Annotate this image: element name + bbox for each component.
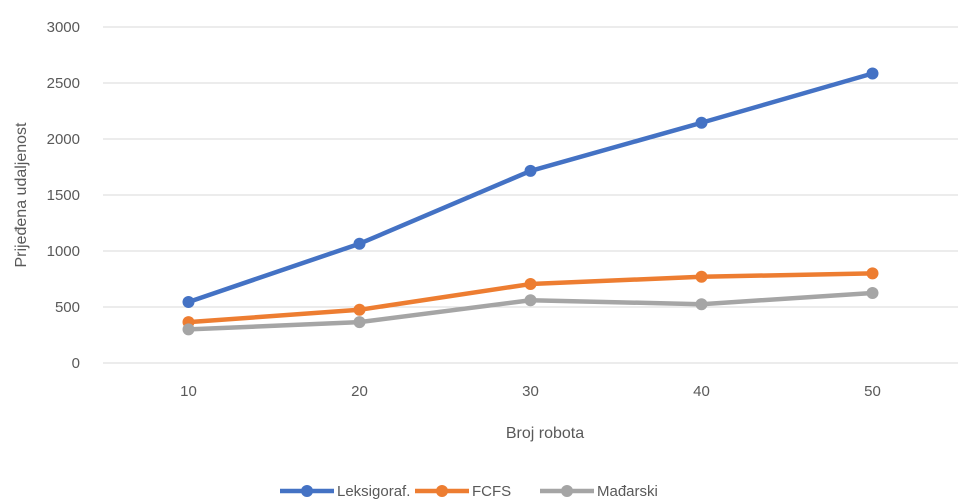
- legend-item: Mađarski: [540, 483, 658, 500]
- x-tick-labels: 10 20 30 40 50: [180, 383, 881, 400]
- legend-item: FCFS: [415, 483, 511, 500]
- y-tick-labels: 0 500 1000 1500 2000 2500 3000: [47, 19, 80, 372]
- series-group: [182, 67, 879, 336]
- y-tick-label: 1000: [47, 243, 80, 260]
- data-point: [866, 287, 879, 299]
- series-2: [182, 267, 879, 329]
- y-tick-label: 0: [72, 355, 80, 372]
- legend-point-marker: [561, 485, 573, 497]
- data-point: [353, 237, 366, 250]
- x-tick-label: 20: [351, 383, 368, 400]
- data-point: [353, 316, 366, 329]
- y-tick-label: 2000: [47, 131, 80, 148]
- data-point: [866, 67, 879, 80]
- data-point: [695, 270, 708, 283]
- legend-item: Leksigoraf.: [280, 483, 410, 500]
- series-line: [186, 71, 875, 305]
- data-point: [524, 294, 537, 307]
- y-axis-title: Prijeđena udaljenost: [13, 122, 30, 268]
- data-point: [353, 303, 366, 316]
- data-point: [866, 267, 879, 280]
- data-point: [524, 164, 537, 177]
- data-point: [182, 295, 195, 308]
- data-point: [695, 298, 708, 311]
- data-point: [524, 278, 537, 291]
- x-tick-label: 30: [522, 383, 539, 400]
- legend-label: Leksigoraf.: [337, 483, 410, 500]
- legend-point-marker: [436, 485, 448, 497]
- x-tick-label: 50: [864, 383, 881, 400]
- series-3: [182, 287, 879, 336]
- data-point: [182, 323, 195, 336]
- gridlines: [103, 26, 958, 364]
- y-tick-label: 2500: [47, 75, 80, 92]
- legend-point-marker: [301, 485, 313, 497]
- legend-label: FCFS: [472, 483, 511, 500]
- x-tick-label: 10: [180, 383, 197, 400]
- legend-label: Mađarski: [597, 483, 658, 500]
- series-1: [182, 67, 879, 308]
- x-tick-label: 40: [693, 383, 710, 400]
- y-tick-label: 500: [55, 299, 80, 316]
- y-tick-label: 3000: [47, 19, 80, 36]
- y-tick-label: 1500: [47, 187, 80, 204]
- legend: Leksigoraf. FCFS Mađarski: [280, 483, 658, 500]
- x-axis-title: Broj robota: [506, 425, 584, 442]
- data-point: [695, 116, 708, 129]
